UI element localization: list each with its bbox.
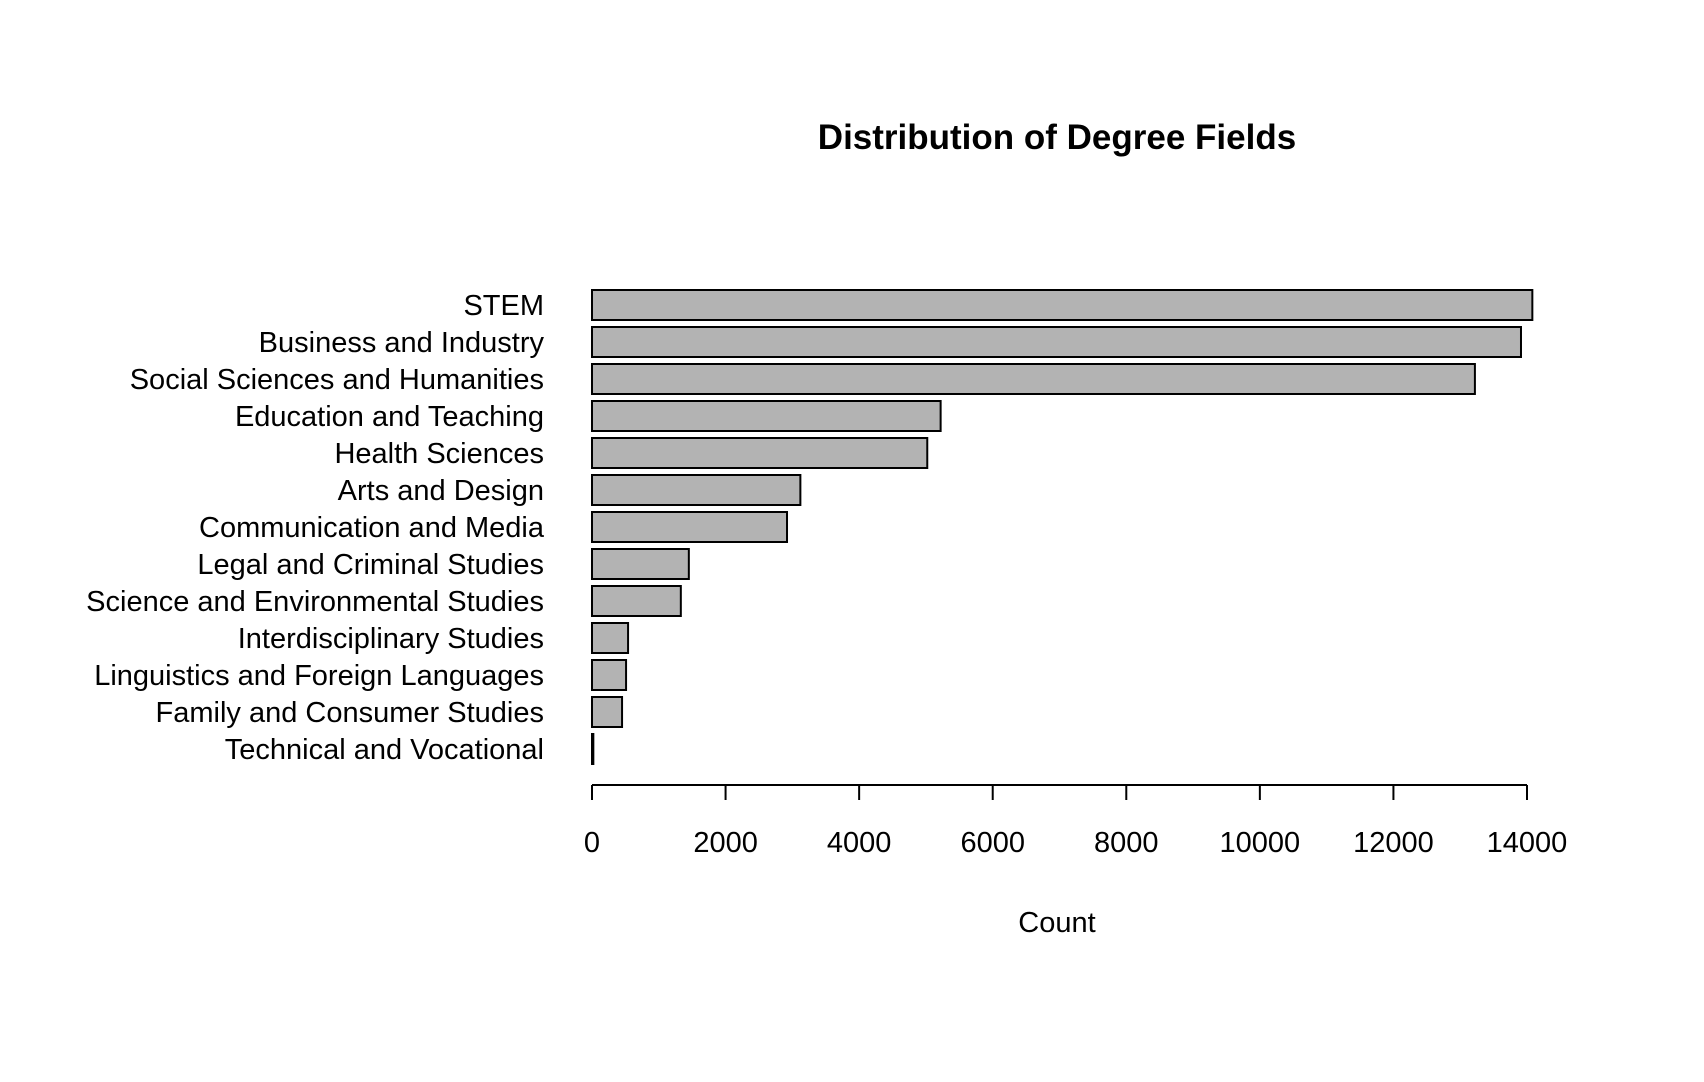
category-label: Social Sciences and Humanities bbox=[130, 364, 544, 396]
x-tick-label: 4000 bbox=[827, 827, 892, 859]
bar bbox=[591, 659, 628, 691]
x-tick-label: 0 bbox=[584, 827, 600, 859]
bar bbox=[591, 474, 802, 506]
category-label: Interdisciplinary Studies bbox=[238, 623, 544, 655]
x-tick-label: 14000 bbox=[1487, 827, 1568, 859]
category-labels-group: STEM Business and Industry Social Sciences… bbox=[86, 290, 545, 766]
bar bbox=[591, 437, 929, 469]
bar bbox=[591, 326, 1522, 358]
x-tick-label: 2000 bbox=[693, 827, 758, 859]
category-label: Communication and Media bbox=[199, 512, 545, 544]
category-label: Science and Environmental Studies bbox=[86, 586, 544, 618]
category-label: STEM bbox=[463, 290, 544, 322]
bar bbox=[591, 363, 1476, 395]
bar bbox=[591, 585, 682, 617]
bar bbox=[591, 733, 595, 765]
bar bbox=[591, 548, 690, 580]
category-label: Linguistics and Foreign Languages bbox=[94, 660, 544, 692]
category-label: Business and Industry bbox=[259, 327, 545, 359]
bars-group bbox=[591, 289, 1534, 765]
bar bbox=[591, 289, 1534, 321]
x-tick-label: 10000 bbox=[1220, 827, 1301, 859]
category-label: Education and Teaching bbox=[235, 401, 544, 433]
bar bbox=[591, 511, 789, 543]
x-axis: 0 2000 4000 6000 8000 10000 12000 14000 bbox=[584, 784, 1568, 859]
category-label: Family and Consumer Studies bbox=[156, 697, 544, 729]
category-label: Legal and Criminal Studies bbox=[197, 549, 544, 581]
category-label: Health Sciences bbox=[334, 438, 544, 470]
x-tick-label: 8000 bbox=[1094, 827, 1159, 859]
category-label: Arts and Design bbox=[338, 475, 544, 507]
chart-title: Distribution of Degree Fields bbox=[818, 118, 1296, 157]
x-axis-label: Count bbox=[1018, 907, 1095, 939]
x-tick-label: 12000 bbox=[1353, 827, 1434, 859]
x-tick-label: 6000 bbox=[960, 827, 1025, 859]
bar bbox=[591, 400, 942, 432]
bar bbox=[591, 622, 630, 654]
category-label: Technical and Vocational bbox=[225, 734, 544, 766]
bar bbox=[591, 696, 624, 728]
